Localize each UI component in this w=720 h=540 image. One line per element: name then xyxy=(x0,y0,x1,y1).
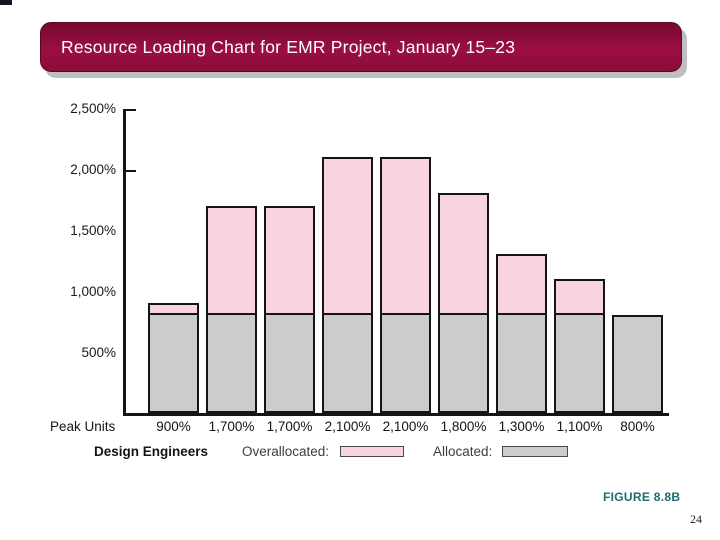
peak-unit-value: 1,100% xyxy=(556,419,603,434)
bar-day-8 xyxy=(554,279,605,413)
figure-caption: FIGURE 8.8B xyxy=(603,490,681,504)
bar-segment-allocated xyxy=(382,313,429,411)
bar-day-9 xyxy=(612,315,663,413)
x-axis-line xyxy=(123,413,669,416)
peak-unit-value: 1,800% xyxy=(440,419,487,434)
peak-unit-value: 2,100% xyxy=(324,419,371,434)
peak-unit-value: 1,700% xyxy=(208,419,255,434)
bar-segment-allocated xyxy=(440,313,487,411)
y-axis-tick-label: 1,500% xyxy=(70,223,116,238)
y-axis-tick-label: 1,000% xyxy=(70,284,116,299)
allocated-swatch xyxy=(502,446,568,457)
bar-day-2 xyxy=(206,206,257,413)
peak-unit-value: 900% xyxy=(156,419,191,434)
plot-area xyxy=(123,109,669,413)
bar-day-1 xyxy=(148,303,199,413)
title-banner: Resource Loading Chart for EMR Project, … xyxy=(40,22,682,72)
bar-day-4 xyxy=(322,157,373,413)
bar-day-7 xyxy=(496,254,547,413)
y-axis-tick-mark xyxy=(126,109,136,111)
bar-day-3 xyxy=(264,206,315,413)
bar-segment-allocated xyxy=(498,313,545,411)
peak-unit-value: 1,700% xyxy=(266,419,313,434)
bar-segment-allocated xyxy=(208,313,255,411)
bar-day-5 xyxy=(380,157,431,413)
bar-segment-allocated xyxy=(150,313,197,411)
y-axis-tick-label: 2,500% xyxy=(70,101,116,116)
bar-day-6 xyxy=(438,193,489,413)
page-number: 24 xyxy=(690,512,702,526)
bar-segment-allocated xyxy=(266,313,313,411)
bar-segment-allocated xyxy=(614,317,661,411)
y-axis-tick-label: 2,000% xyxy=(70,162,116,177)
bar-segment-allocated xyxy=(324,313,371,411)
peak-unit-value: 2,100% xyxy=(382,419,429,434)
page-title: Resource Loading Chart for EMR Project, … xyxy=(61,36,516,57)
overallocated-swatch xyxy=(340,446,404,457)
y-axis-tick-label: 500% xyxy=(81,345,116,360)
bar-segment-allocated xyxy=(556,313,603,411)
y-axis-tick-mark xyxy=(126,170,136,172)
peak-unit-value: 800% xyxy=(620,419,655,434)
overallocated-legend-label: Overallocated: xyxy=(242,444,330,459)
y-axis-line xyxy=(123,109,126,416)
allocated-legend-label: Allocated: xyxy=(433,444,493,459)
slide-corner-mark xyxy=(0,0,12,5)
resource-name-label: Design Engineers xyxy=(94,444,209,459)
peak-units-row-label: Peak Units xyxy=(50,419,116,434)
peak-unit-value: 1,300% xyxy=(498,419,545,434)
